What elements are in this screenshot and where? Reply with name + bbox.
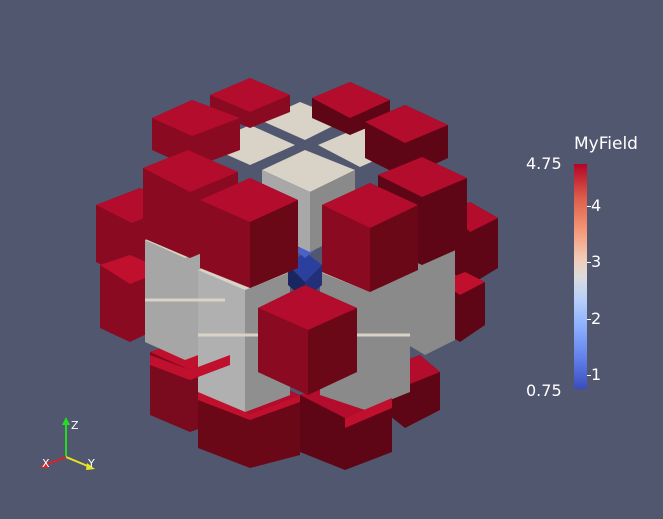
x-axis-arrow bbox=[40, 461, 48, 468]
colorbar-range-min: 0.75 bbox=[526, 381, 562, 400]
y-axis-label: Y bbox=[87, 457, 95, 470]
colorbar-tick-mark bbox=[587, 318, 591, 320]
y-axis-line bbox=[65, 456, 91, 468]
colorbar-gradient[interactable] bbox=[574, 164, 587, 389]
x-axis-line bbox=[44, 456, 67, 466]
colorbar-tick-label: 1 bbox=[591, 364, 602, 384]
colorbar-range-max: 4.75 bbox=[526, 154, 562, 173]
y-axis-arrow bbox=[86, 463, 95, 470]
colorbar-tick-label: 4 bbox=[591, 196, 602, 216]
z-axis-arrow bbox=[62, 417, 70, 425]
colorbar-tick-mark bbox=[587, 206, 591, 208]
colorbar-title: MyField bbox=[574, 134, 638, 154]
x-axis-label: X bbox=[42, 457, 50, 470]
orientation-axes: Z X Y bbox=[40, 417, 95, 470]
colorbar-tick-label: 2 bbox=[591, 308, 602, 328]
colorbar-tick-label: 3 bbox=[591, 252, 602, 272]
lower-red-rims bbox=[150, 355, 392, 428]
front-center-red-block bbox=[258, 285, 357, 395]
colorbar-tick-mark bbox=[587, 374, 591, 376]
z-axis-label: Z bbox=[71, 419, 79, 432]
top-red-blocks-front bbox=[143, 150, 467, 292]
colorbar-tick-mark bbox=[587, 262, 591, 264]
